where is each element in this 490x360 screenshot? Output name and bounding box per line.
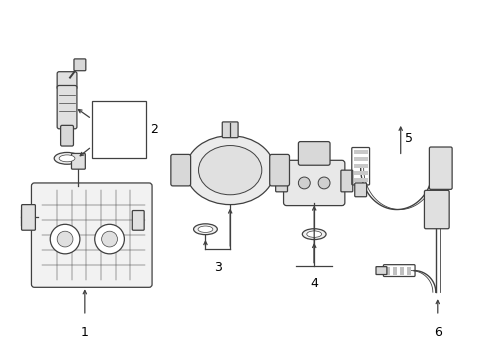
Bar (387, 267, 391, 275)
Ellipse shape (54, 152, 80, 164)
Text: 4: 4 (310, 278, 318, 291)
FancyBboxPatch shape (341, 170, 353, 192)
FancyBboxPatch shape (57, 85, 77, 129)
FancyBboxPatch shape (72, 153, 85, 169)
FancyBboxPatch shape (298, 141, 330, 165)
FancyBboxPatch shape (355, 183, 367, 197)
FancyBboxPatch shape (22, 204, 35, 230)
Ellipse shape (307, 231, 321, 237)
Circle shape (318, 177, 330, 189)
FancyBboxPatch shape (429, 147, 452, 189)
Circle shape (298, 177, 310, 189)
FancyBboxPatch shape (270, 154, 290, 186)
FancyBboxPatch shape (222, 122, 238, 138)
Text: 3: 3 (214, 261, 222, 274)
FancyBboxPatch shape (424, 190, 449, 229)
Bar (92, 101, 146, 158)
FancyBboxPatch shape (61, 125, 74, 146)
Bar (354, 171, 368, 175)
Text: 2: 2 (150, 123, 158, 136)
Ellipse shape (194, 224, 218, 235)
Text: 1: 1 (81, 326, 89, 339)
Circle shape (95, 224, 124, 254)
Bar (354, 157, 368, 161)
Bar (354, 164, 368, 168)
Bar (435, 160, 438, 165)
Text: 6: 6 (434, 326, 441, 339)
Circle shape (50, 224, 80, 254)
FancyBboxPatch shape (376, 267, 387, 275)
Ellipse shape (198, 145, 262, 195)
Bar (354, 178, 368, 182)
Bar (407, 267, 411, 275)
FancyBboxPatch shape (57, 72, 77, 89)
FancyBboxPatch shape (171, 154, 191, 186)
Text: 5: 5 (405, 132, 413, 145)
Ellipse shape (302, 229, 326, 239)
FancyBboxPatch shape (74, 59, 86, 71)
Ellipse shape (186, 136, 275, 204)
FancyBboxPatch shape (284, 160, 345, 206)
Bar (435, 176, 438, 181)
FancyBboxPatch shape (31, 183, 152, 287)
Circle shape (57, 231, 73, 247)
Ellipse shape (59, 155, 75, 162)
Bar (435, 152, 438, 157)
Ellipse shape (198, 226, 213, 233)
FancyBboxPatch shape (276, 170, 288, 192)
FancyBboxPatch shape (132, 211, 144, 230)
Circle shape (101, 231, 118, 247)
Bar (400, 267, 404, 275)
Bar (354, 150, 368, 154)
Bar (435, 168, 438, 173)
Bar (393, 267, 397, 275)
